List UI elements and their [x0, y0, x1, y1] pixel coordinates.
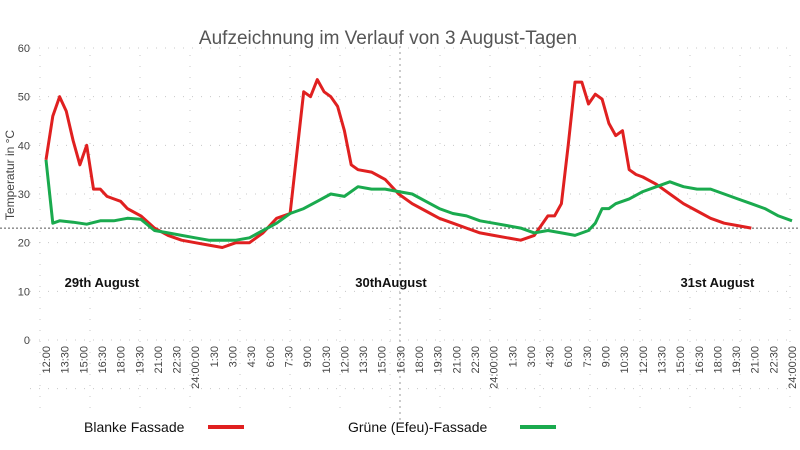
x-tick-label: 1:30	[507, 346, 519, 367]
y-tick-label: 20	[18, 238, 30, 250]
series-line	[44, 159, 793, 242]
x-tick-label: 18:00	[712, 346, 724, 374]
x-tick-label: 6:00	[265, 346, 277, 367]
legend: Blanke Fassade Grüne (Efeu)-Fassade	[84, 419, 556, 435]
x-tick-label: 16:30	[694, 346, 706, 374]
x-axis-ticks: 12:00 13:30 15:00 16:30 18:00 19:30 21:00 22:30…	[41, 346, 799, 389]
x-tick-label: 7:30	[283, 346, 295, 367]
x-tick-label: 13:30	[60, 346, 72, 374]
x-tick-label: 19:30	[731, 346, 743, 374]
day-annotation: 30thAugust	[355, 275, 427, 290]
y-tick-label: 60	[18, 43, 30, 55]
x-tick-label: 15:00	[78, 346, 90, 374]
x-tick-label: 6:00	[563, 346, 575, 367]
x-tick-label: 18:00	[414, 346, 426, 374]
x-tick-label: 13:30	[358, 346, 370, 374]
x-tick-label: 10:30	[619, 346, 631, 374]
x-tick-label: 15:00	[675, 346, 687, 374]
series-lines	[44, 78, 793, 249]
day-annotation: 29th August	[65, 275, 140, 290]
x-tick-label: 12:00	[41, 346, 53, 374]
x-tick-label: 4:30	[545, 346, 557, 367]
y-tick-label: 50	[18, 92, 30, 104]
x-tick-label: 21:00	[750, 346, 762, 374]
x-tick-label: 24:00:00	[787, 346, 799, 389]
legend-label: Grüne (Efeu)-Fassade	[348, 419, 487, 435]
x-tick-label: 3:00	[526, 346, 538, 367]
y-axis-label: Temperatur in °C	[3, 130, 17, 220]
x-tick-label: 10:30	[321, 346, 333, 374]
series-line	[44, 78, 752, 249]
y-tick-label: 10	[18, 286, 30, 298]
x-tick-label: 13:30	[656, 346, 668, 374]
x-tick-label: 24:00:00	[190, 346, 202, 389]
x-tick-label: 16:30	[395, 346, 407, 374]
y-tick-label: 0	[24, 335, 30, 347]
x-tick-label: 19:30	[134, 346, 146, 374]
x-tick-label: 21:00	[153, 346, 165, 374]
x-tick-label: 15:00	[377, 346, 389, 374]
x-tick-label: 9:00	[302, 346, 314, 367]
x-tick-label: 7:30	[582, 346, 594, 367]
y-axis-ticks: 0 10 20 30 40 50 60	[18, 43, 30, 347]
grid	[30, 40, 792, 420]
x-tick-label: 3:00	[228, 346, 240, 367]
x-tick-label: 22:30	[172, 346, 184, 374]
x-tick-label: 22:30	[470, 346, 482, 374]
x-tick-label: 4:30	[246, 346, 258, 367]
legend-label: Blanke Fassade	[84, 419, 185, 435]
x-tick-label: 22:30	[768, 346, 780, 374]
x-tick-label: 1:30	[209, 346, 221, 367]
x-tick-label: 19:30	[433, 346, 445, 374]
x-tick-label: 16:30	[97, 346, 109, 374]
x-tick-label: 21:00	[451, 346, 463, 374]
x-tick-label: 12:00	[638, 346, 650, 374]
x-tick-label: 9:00	[601, 346, 613, 367]
x-tick-label: 24:00:00	[489, 346, 501, 389]
day-annotation: 31st August	[680, 275, 755, 290]
x-tick-label: 12:00	[339, 346, 351, 374]
day-annotations: 29th August 30thAugust 31st August	[65, 275, 755, 290]
y-tick-label: 30	[18, 189, 30, 201]
x-tick-label: 18:00	[116, 346, 128, 374]
chart-title: Aufzeichnung im Verlauf von 3 August-Tag…	[199, 28, 577, 49]
y-tick-label: 40	[18, 140, 30, 152]
